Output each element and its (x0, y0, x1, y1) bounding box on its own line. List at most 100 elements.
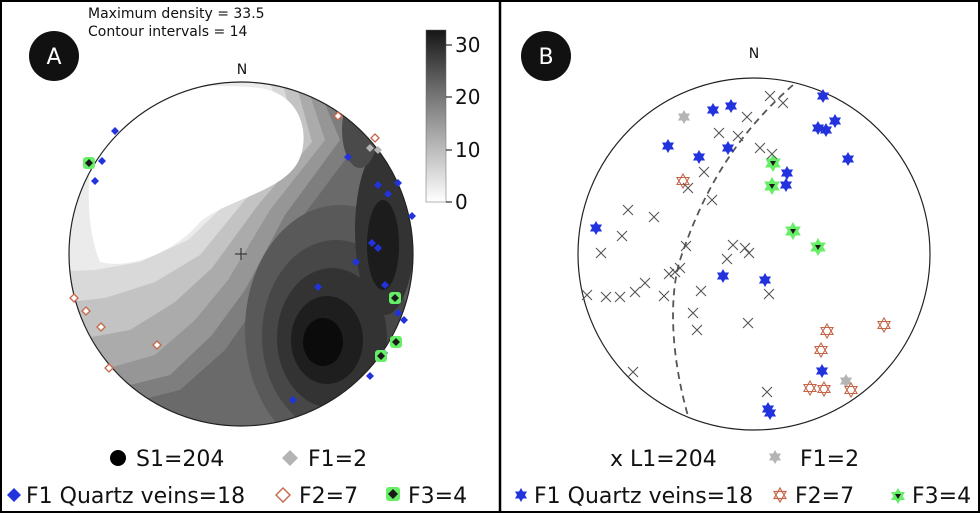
l1-cross (761, 386, 773, 398)
quartz-vein-star (724, 99, 738, 113)
l1-cross (581, 289, 593, 301)
f2-marker (69, 293, 79, 303)
quartz-vein-star (819, 123, 833, 137)
f1-star (677, 110, 691, 124)
panel-b-north-label: N (749, 46, 759, 62)
l1-cross (674, 262, 686, 274)
f2-star (675, 172, 691, 190)
quartz-vein-star (706, 103, 720, 117)
l1-cross (741, 111, 753, 123)
quartz-legend-star (515, 488, 527, 502)
panel-b-badge (521, 31, 571, 81)
center-cross (235, 248, 247, 260)
panel-a-legend: S1=204 F1=2 F1 Quartz veins=18 F2=7 F3=4 (7, 447, 467, 509)
f2-legend-star (772, 486, 788, 504)
panel-b: B N x L1=204 F1=2 F1 Quartz veins=18 F2=… (515, 31, 971, 509)
quartz-vein-star (763, 406, 777, 420)
quartz-vein-marker (400, 316, 408, 324)
l1-cross (764, 90, 776, 102)
quartz-vein-star (692, 150, 706, 164)
quartz-vein-star (811, 121, 825, 135)
quartz-vein-star (589, 221, 603, 235)
l1-cross (691, 324, 703, 336)
quartz-vein-marker (394, 309, 402, 317)
s1-legend-marker (110, 450, 126, 466)
f2-star (813, 341, 829, 359)
l1-cross (732, 130, 744, 142)
f2-legend-label: F2=7 (299, 484, 358, 509)
panel-a-badge-label: A (46, 45, 61, 70)
f2-marker (81, 306, 91, 316)
f2-marker (104, 363, 114, 373)
quartz-vein-star (721, 141, 735, 155)
l1-cross (766, 148, 778, 160)
quartz-vein-star (780, 166, 794, 180)
f3-star (815, 245, 821, 250)
quartz-vein-star (716, 269, 730, 283)
colorbar-tick-label: 30 (455, 33, 480, 57)
f2-legend-marker (275, 487, 291, 503)
f2-marker (152, 340, 162, 350)
panel-a: A Maximum density = 33.5 Contour interva… (7, 6, 480, 509)
l1-cross (614, 291, 626, 303)
f2-star (843, 381, 859, 399)
panel-a-badge (29, 31, 79, 81)
f3-marker (391, 294, 399, 302)
colorbar-tick-label: 20 (455, 85, 480, 109)
panel-b-legend: x L1=204 F1=2 F1 Quartz veins=18 F2=7 F3… (515, 447, 971, 509)
l1-cross (695, 285, 707, 297)
quartz-vein-star (816, 89, 830, 103)
f2-star (816, 380, 832, 398)
panel-b-markers (581, 89, 892, 420)
l1-cross (713, 127, 725, 139)
f2-star (819, 322, 835, 340)
l1-cross (622, 204, 634, 216)
l1-cross (742, 317, 754, 329)
quartz-vein-star (661, 139, 675, 153)
f3-legend-label-b: F3=4 (912, 484, 971, 509)
f1-marker (366, 144, 374, 152)
quartz-vein-marker (344, 153, 352, 161)
quartz-vein-star (841, 152, 855, 166)
f2-marker (96, 322, 106, 332)
stereonet-a-outline (68, 81, 414, 427)
s1-legend-label: S1=204 (136, 447, 224, 472)
f3-legend-label: F3=4 (408, 484, 467, 509)
f2-marker (333, 111, 343, 121)
f3-marker (85, 159, 93, 167)
quartz-vein-marker (314, 283, 322, 291)
l1-cross (629, 286, 641, 298)
stereonet-b-outline (577, 77, 931, 431)
f3-legend-marker (388, 489, 398, 499)
f2-marker (370, 133, 380, 143)
l1-cross (739, 242, 751, 254)
quartz-vein-marker (98, 157, 106, 165)
l1-cross (682, 182, 694, 194)
l1-cross (648, 211, 660, 223)
f1-legend-star (769, 450, 781, 464)
f3-legend-star (891, 488, 905, 504)
l1-cross (658, 290, 670, 302)
f1-star (839, 374, 853, 388)
l1-cross (663, 268, 675, 280)
quartz-vein-marker (366, 372, 374, 380)
f3-star (769, 184, 775, 189)
colorbar-tick-label: 0 (455, 190, 468, 214)
quartz-vein-marker (352, 258, 360, 266)
l1-cross (727, 239, 739, 251)
l1-cross (754, 142, 766, 154)
colorbar-tick-label: 10 (455, 138, 480, 162)
colorbar (425, 29, 447, 203)
f2-legend-label-b: F2=7 (795, 484, 854, 509)
quartz-vein-marker (381, 281, 389, 289)
great-circle-dashed (672, 84, 794, 417)
contour-intervals-label: Contour intervals = 14 (88, 24, 248, 40)
quartz-vein-marker (374, 244, 382, 252)
l1-cross (698, 166, 710, 178)
quartz-vein-marker (374, 181, 382, 189)
f3-star (770, 161, 776, 166)
l1-cross (616, 230, 628, 242)
f3-marker (377, 352, 385, 360)
f3-marker (392, 338, 400, 346)
